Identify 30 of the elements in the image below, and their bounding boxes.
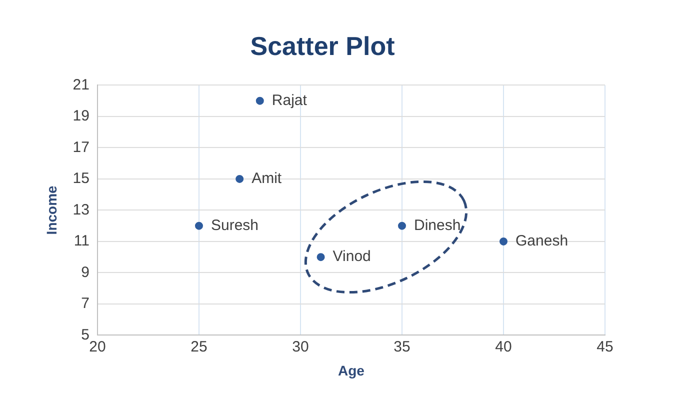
- x-tick-label: 30: [292, 338, 309, 356]
- point: [194, 222, 203, 230]
- y-tick-label: 5: [81, 326, 90, 344]
- annotation: Rajat: [272, 92, 308, 109]
- annotation: Dinesh: [414, 216, 461, 234]
- x-tick-label: 25: [190, 338, 208, 356]
- annotation: Amit: [252, 170, 282, 188]
- y-tick-label: 21: [72, 76, 90, 94]
- x-tick-label: 20: [89, 338, 106, 356]
- x-axis-title: Age: [338, 362, 365, 378]
- point: [499, 237, 508, 246]
- annotation: Ganesh: [515, 232, 568, 250]
- annotation: Vinod: [332, 248, 371, 266]
- chart-title: Scatter Plot: [250, 30, 396, 61]
- annotation: Suresh: [210, 216, 259, 234]
- point: [256, 96, 264, 105]
- x-tick-label: 45: [596, 338, 614, 356]
- y-tick-label: 15: [72, 170, 90, 188]
- y-tick-label: 19: [72, 108, 90, 125]
- y-axis-title: Income: [43, 185, 60, 235]
- point: [236, 174, 244, 183]
- point: [398, 222, 406, 230]
- y-tick-label: 7: [81, 295, 90, 312]
- y-tick-label: 9: [81, 264, 90, 281]
- x-tick-label: 40: [495, 338, 512, 356]
- y-tick-label: 11: [74, 232, 90, 250]
- y-tick-label: 13: [72, 201, 90, 218]
- y-tick-label: 17: [72, 138, 90, 156]
- x-tick-label: 35: [394, 338, 410, 356]
- point: [316, 253, 325, 262]
